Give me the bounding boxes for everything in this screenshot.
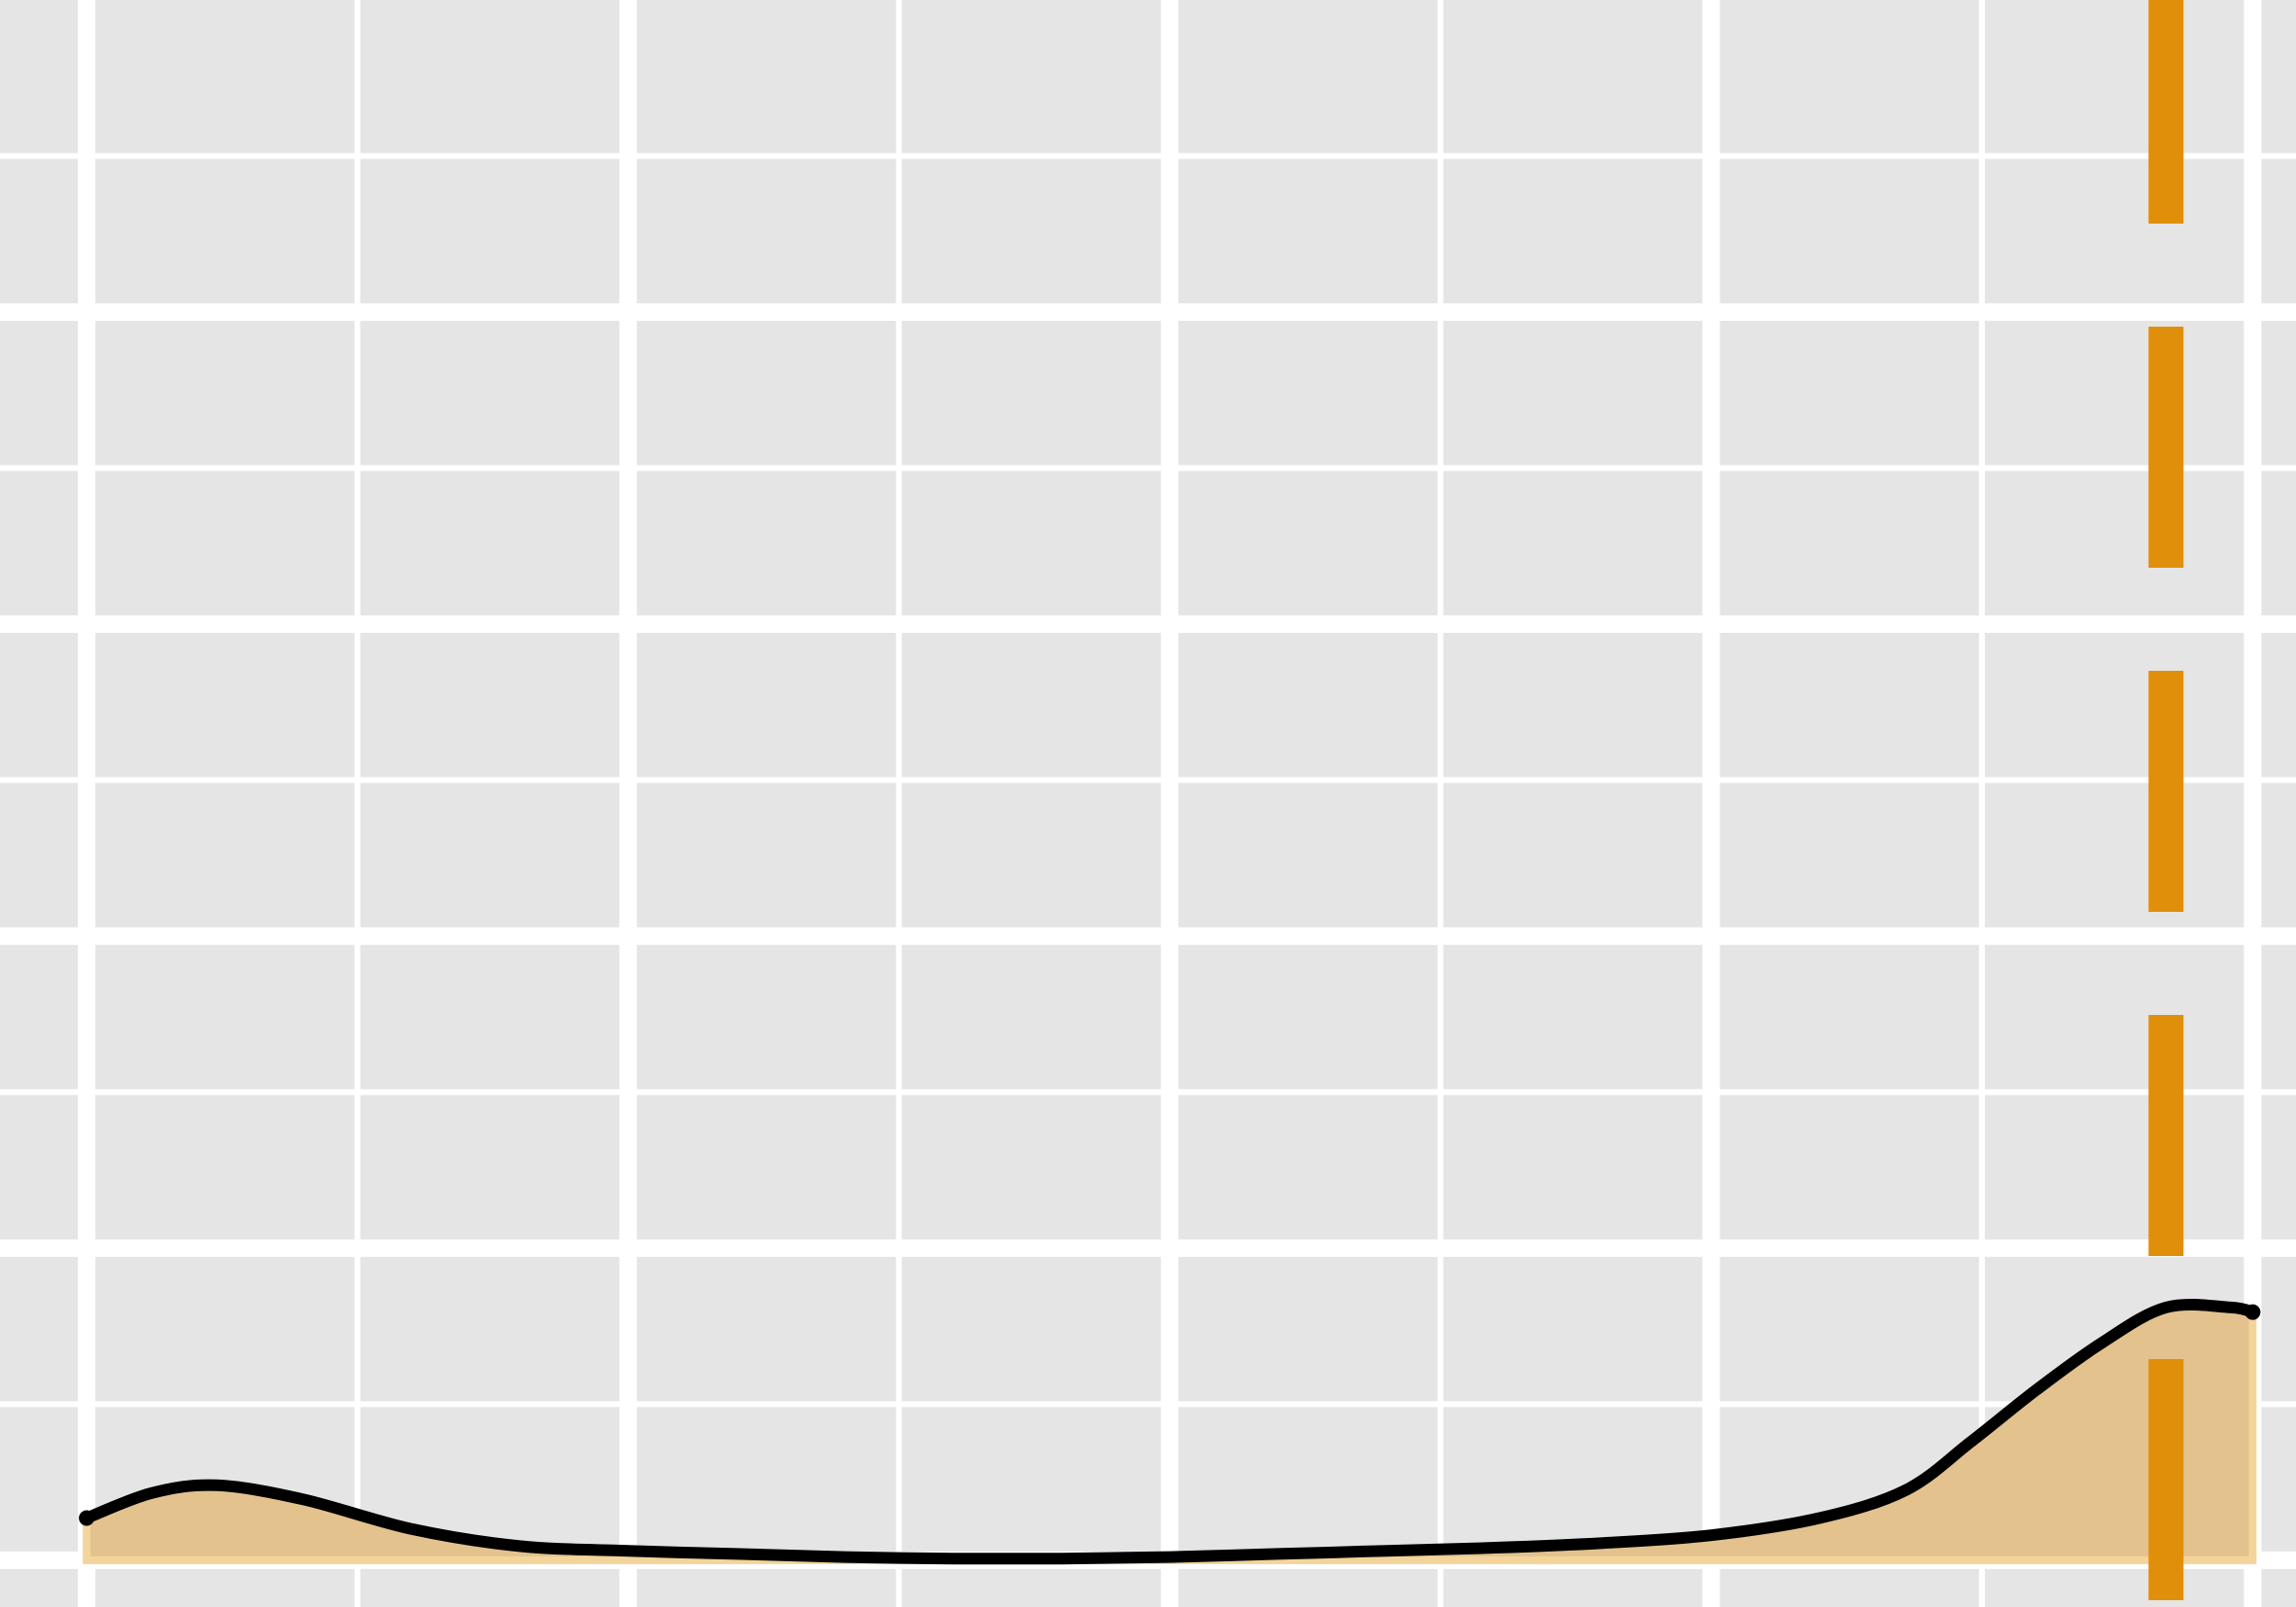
line-end-cap-end <box>2244 1304 2261 1320</box>
density-line <box>84 1298 2255 1565</box>
line-end-cap-start <box>79 1510 95 1526</box>
